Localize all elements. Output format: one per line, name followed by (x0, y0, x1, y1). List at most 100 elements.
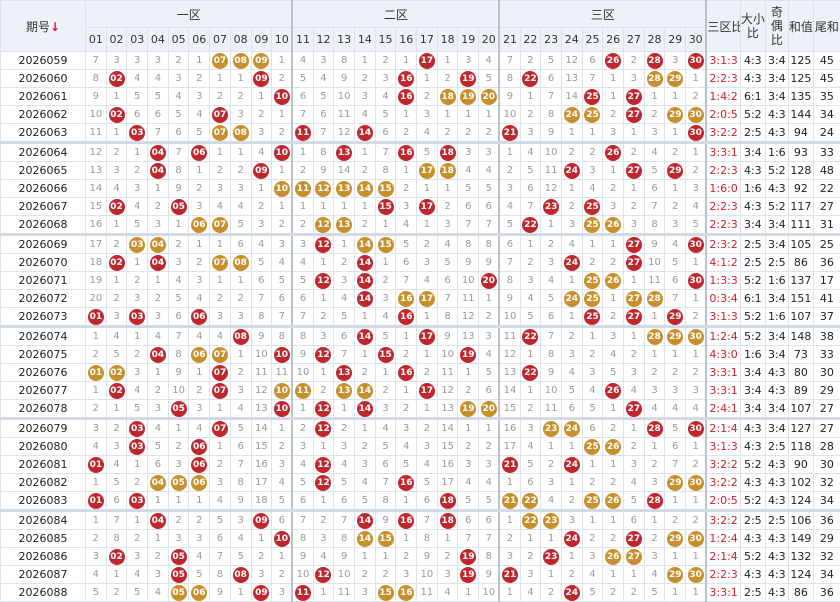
drawn-ball: 08 (232, 328, 249, 345)
number-cell: 29 (664, 69, 687, 88)
number-cell: 8 (312, 142, 335, 162)
number-cell: 04 (147, 253, 169, 272)
number-cell: 06 (188, 437, 211, 456)
drawn-ball: 22 (522, 512, 539, 529)
sum-value: 117 (787, 197, 814, 216)
number-cell: 1 (85, 326, 107, 346)
drawn-ball: 07 (211, 420, 228, 437)
number-cell: 9 (478, 565, 501, 584)
number-cell: 12 (312, 455, 335, 474)
number-cell: 2 (312, 510, 335, 530)
number-cell: 7 (333, 510, 355, 530)
number-cell: 2 (353, 161, 376, 180)
sum-value: 102 (787, 473, 814, 492)
number-cell: 5 (85, 583, 107, 602)
number-cell: 29 (664, 326, 687, 346)
big-small-ratio: 5:2 (739, 307, 766, 328)
number-cell: 9 (167, 363, 190, 382)
odd-even-ratio: 4:3 (764, 473, 789, 492)
tail-sum: 35 (812, 87, 840, 106)
number-cell: 23 (540, 197, 562, 216)
number-cell: 28 (643, 326, 666, 346)
number-cell: 9 (540, 123, 562, 144)
drawn-ball: 30 (687, 236, 704, 253)
issue-cell: 2026073 (0, 307, 86, 328)
number-cell: 24 (560, 253, 583, 272)
number-cell: 22 (519, 491, 542, 512)
number-header: 15 (374, 27, 397, 52)
sort-icon[interactable]: ↓ (49, 19, 61, 34)
odd-even-ratio: 3:4 (764, 289, 789, 308)
number-header: 23 (540, 27, 562, 52)
number-cell: 2 (250, 197, 273, 216)
number-cell: 3 (353, 87, 376, 106)
drawn-ball: 11 (295, 124, 312, 140)
number-cell: 1 (209, 271, 231, 290)
number-cell: 18 (436, 142, 459, 162)
number-cell: 5 (374, 326, 397, 346)
sum-value: 135 (787, 87, 814, 106)
number-cell: 3 (416, 437, 438, 456)
number-cell: 1 (581, 510, 604, 530)
number-cell: 03 (126, 491, 149, 512)
number-cell: 24 (560, 455, 583, 474)
drawn-ball: 12 (315, 400, 332, 416)
number-cell: 1 (685, 345, 708, 364)
number-cell: 10 (271, 381, 294, 400)
number-cell: 4 (560, 234, 583, 254)
number-cell: 2 (416, 363, 438, 382)
number-cell: 8 (209, 565, 231, 584)
number-cell: 1 (560, 473, 583, 492)
number-cell: 24 (560, 583, 583, 602)
number-cell: 2 (147, 547, 169, 566)
issue-header[interactable]: 期号↓ (0, 0, 86, 52)
drawn-ball: 26 (605, 272, 622, 289)
drawn-ball: 21 (501, 124, 518, 140)
number-cell: 02 (105, 253, 128, 272)
drawn-ball: 07 (211, 254, 228, 271)
stat-header: 三区比 (705, 0, 741, 52)
drawn-ball: 12 (315, 420, 332, 437)
number-cell: 9 (374, 510, 397, 530)
number-cell: 6 (540, 307, 562, 328)
number-cell: 1 (478, 418, 501, 438)
drawn-ball: 28 (646, 492, 663, 508)
number-cell: 3 (291, 234, 314, 254)
number-cell: 3 (333, 271, 355, 290)
drawn-ball: 30 (687, 272, 704, 289)
zone-ratio: 1:2:4 (705, 529, 741, 548)
number-cell: 2 (353, 69, 376, 88)
number-cell: 1 (229, 69, 252, 88)
number-cell: 05 (167, 583, 190, 602)
number-cell: 11 (498, 326, 521, 346)
drawn-ball: 28 (646, 290, 663, 307)
number-cell: 2 (167, 510, 190, 530)
number-cell: 1 (333, 197, 355, 216)
number-cell: 2 (85, 399, 107, 420)
number-cell: 6 (147, 105, 169, 124)
number-cell: 2 (416, 87, 438, 106)
draw-row: 2026073 01 3 03 3 6 06 3 3 8 7 7 2 5 1 4 16 1 8 12 2 10 5 6 1 25 2… (0, 307, 840, 328)
zone-ratio: 1:4:2 (705, 87, 741, 106)
number-cell: 07 (209, 105, 231, 124)
number-cell: 29 (664, 473, 687, 492)
number-cell: 11 (271, 363, 294, 382)
number-cell: 07 (209, 345, 231, 364)
number-cell: 5 (540, 289, 562, 308)
number-cell: 4 (623, 381, 645, 400)
drawn-ball: 04 (149, 346, 166, 363)
drawn-ball: 28 (646, 328, 663, 345)
number-cell: 22 (519, 326, 542, 346)
big-small-ratio: 3:4 (739, 215, 766, 236)
number-cell: 2 (540, 583, 562, 602)
number-cell: 05 (167, 473, 190, 492)
odd-even-ratio: 4:3 (764, 455, 789, 474)
number-cell: 12 (312, 179, 335, 198)
drawn-ball: 27 (625, 308, 642, 324)
number-cell: 2 (291, 215, 314, 236)
number-cell: 5 (664, 253, 687, 272)
tail-sum: 27 (812, 418, 840, 438)
number-cell: 2 (353, 363, 376, 382)
drawn-ball: 25 (584, 492, 601, 508)
number-cell: 5 (333, 307, 355, 328)
